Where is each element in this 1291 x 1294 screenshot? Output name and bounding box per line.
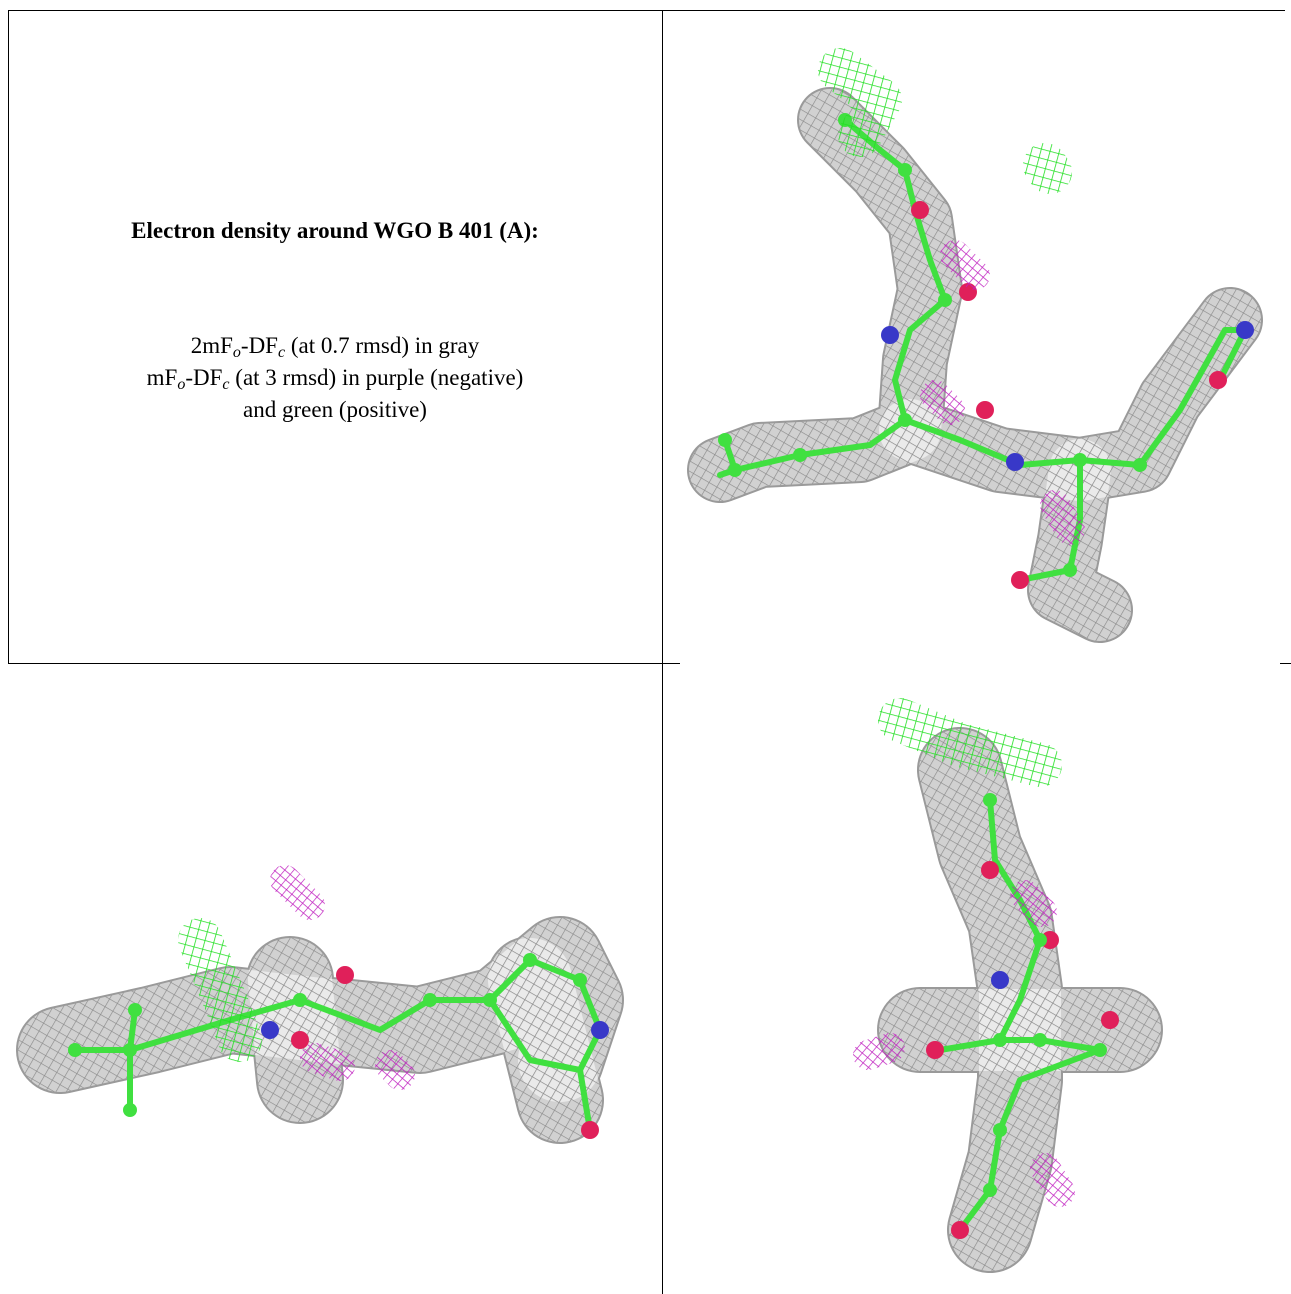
subscript: c [277,344,286,361]
density-view [853,698,1163,1273]
atom [911,201,929,219]
mesh-gray [488,938,602,1142]
bond [577,1067,593,1133]
text-run: 2mF [190,333,233,358]
atom [573,973,587,987]
mesh-green [878,698,1062,787]
mesh-green [818,48,902,157]
atom [261,1021,279,1039]
atom [523,953,537,967]
text-run: -DF [185,365,223,390]
text-run: (at 3 rmsd) in purple (negative) [229,365,524,390]
atom [1093,1043,1107,1057]
atom [983,1183,997,1197]
atom [1133,458,1147,472]
bond [127,957,603,1073]
atom [938,293,952,307]
mesh-purple [853,1033,905,1070]
atom [1011,571,1029,589]
mesh-purple [920,380,965,425]
atom [983,793,997,807]
atom [898,413,912,427]
atom [483,993,497,1007]
mesh-purple [270,865,325,920]
subscript: o [232,344,241,361]
atom [1063,563,1077,577]
atom [1101,1011,1119,1029]
atom [336,966,354,984]
text-run: (at 0.7 rmsd) in gray [285,333,480,358]
atom [993,1123,1007,1137]
atom [291,1031,309,1049]
atom [68,1043,82,1057]
mesh-purple [1010,880,1057,927]
text-run: and green (positive) [243,397,427,422]
legend-line: mFo-DFc (at 3 rmsd) in purple (negative) [8,362,662,394]
atom [951,1221,969,1239]
mesh-purple [940,240,990,290]
table-grid [8,10,1291,1294]
legend-line: 2mFo-DFc (at 0.7 rmsd) in gray [8,330,662,362]
atom [881,326,899,344]
mesh-gray [1029,439,1131,641]
mesh-purple [1040,490,1085,545]
subscript: o [177,376,186,393]
text-run: mF [146,365,178,390]
mesh-purple [300,1043,355,1081]
bond [1017,457,1083,583]
atom [1033,933,1047,947]
text-run: -DF [240,333,278,358]
mesh-green [178,918,262,1062]
atom [926,1041,944,1059]
atom [976,401,994,419]
caption-legend: 2mFo-DFc (at 0.7 rmsd) in gray mFo-DFc (a… [8,330,662,426]
subscript: c [222,376,230,393]
density-view [16,865,624,1144]
atom [591,1021,609,1039]
atom [1033,1033,1047,1047]
mesh-purple [375,1050,415,1090]
atom [728,463,742,477]
atom [718,433,732,447]
mesh-green [1023,143,1072,194]
atom [991,971,1009,989]
caption-title: Electron density around WGO B 401 (A): [131,218,539,243]
atom [981,861,999,879]
mesh-gray [248,938,342,1122]
mesh-purple [1030,1153,1075,1207]
atom [293,993,307,1007]
atom [993,1033,1007,1047]
atom [1236,321,1254,339]
atom [423,993,437,1007]
atom [1006,453,1024,471]
caption-cell: Electron density around WGO B 401 (A): 2… [8,10,662,663]
atom [1209,371,1227,389]
atom [793,448,807,462]
density-view [687,48,1263,643]
atom [898,163,912,177]
atom [128,1003,142,1017]
atom [1073,453,1087,467]
atom [123,1103,137,1117]
atom [581,1121,599,1139]
atom [123,1043,137,1057]
atom [1041,931,1059,949]
legend-line: and green (positive) [8,394,662,426]
